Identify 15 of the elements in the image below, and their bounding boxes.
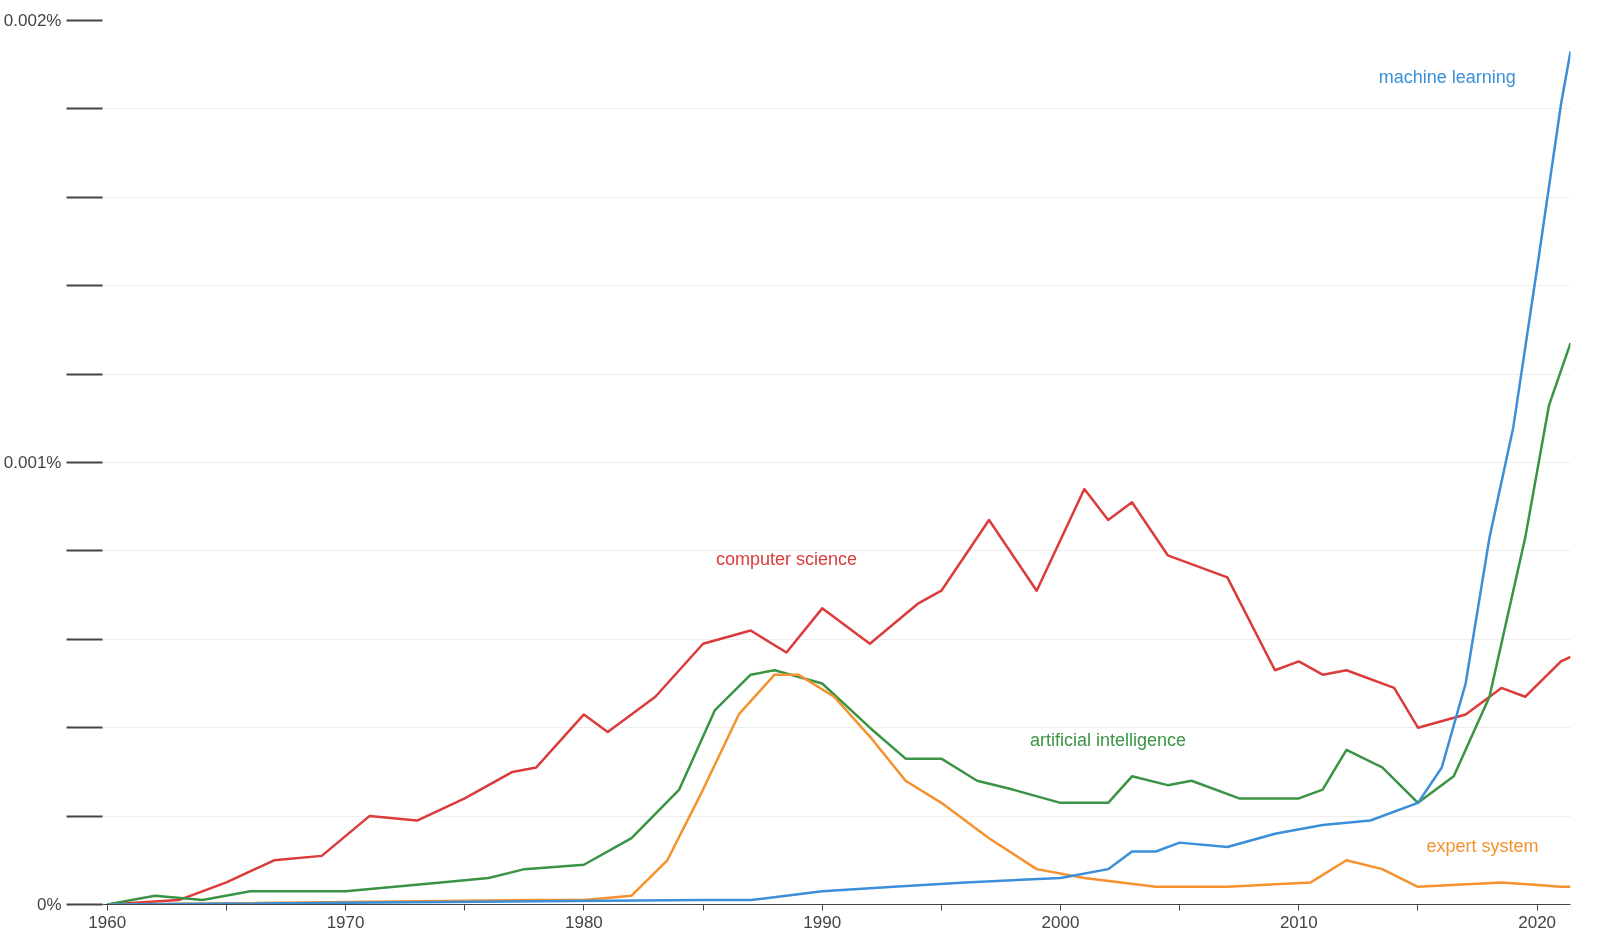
y-tick-label: 0%	[36, 895, 62, 914]
x-tick-label: 2010	[1279, 912, 1318, 932]
series-label: artificial intelligence	[1030, 729, 1187, 750]
text: machine learning	[1378, 66, 1516, 87]
x-tick-label: 2020	[1518, 912, 1557, 932]
x-tick-label: 1990	[803, 912, 842, 932]
x-tick-label: 2000	[1041, 912, 1080, 932]
series-label: expert system	[1426, 835, 1539, 856]
y-tick-label: 0.001%	[3, 453, 62, 472]
x-tick-label: 1960	[88, 912, 127, 932]
y-tick-label: 0.002%	[3, 11, 62, 30]
x-tick-label: 1970	[326, 912, 365, 932]
x-tick-label: 1980	[564, 912, 603, 932]
line-series	[106, 50, 1571, 905]
text: computer science	[716, 548, 858, 569]
